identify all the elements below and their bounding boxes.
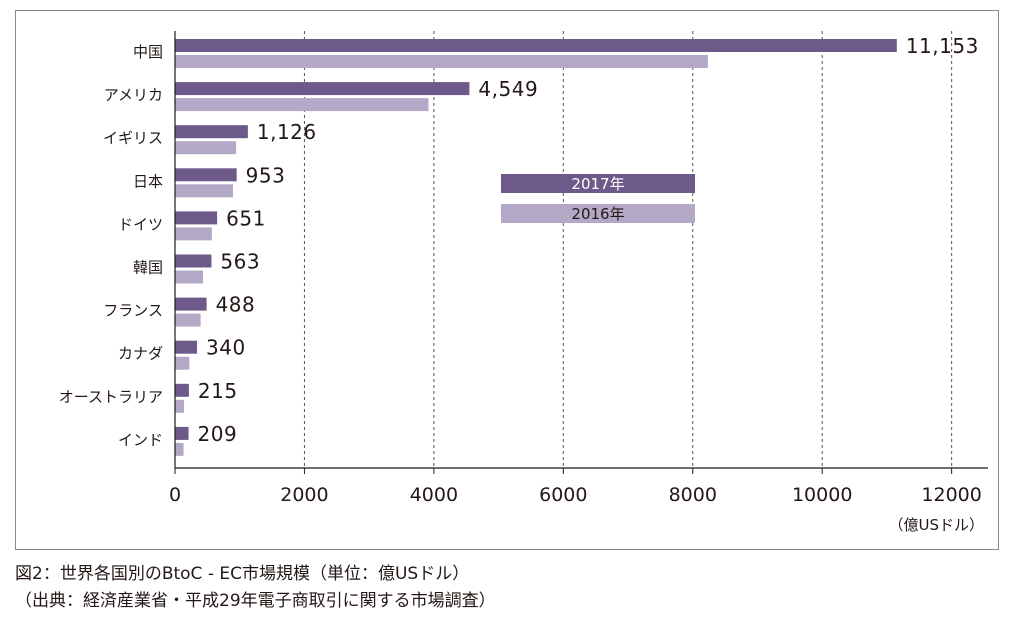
bar-2017[interactable] — [175, 426, 189, 440]
category-label: オーストラリア — [59, 388, 163, 406]
x-axis-unit-label: （億USドル） — [888, 516, 984, 534]
bar-2017[interactable] — [175, 39, 897, 52]
bar-2016[interactable] — [175, 184, 233, 198]
x-tick-label: 4000 — [410, 484, 458, 506]
bar-2017[interactable] — [175, 340, 198, 354]
data-label: 1,126 — [257, 120, 317, 144]
data-label: 563 — [220, 250, 260, 274]
data-label: 209 — [198, 422, 238, 446]
category-label: インド — [118, 431, 163, 449]
category-label: 中国 — [133, 43, 163, 61]
bar-2016[interactable] — [175, 98, 429, 112]
bar-2016[interactable] — [175, 55, 708, 68]
bar-2016[interactable] — [175, 227, 212, 241]
data-label: 4,549 — [478, 77, 538, 101]
bar-2017[interactable] — [175, 383, 189, 397]
category-label: 韓国 — [133, 259, 163, 277]
x-tick-label: 0 — [169, 484, 181, 506]
legend-swatch-2017 — [501, 174, 695, 193]
x-tick-label: 6000 — [539, 484, 587, 506]
bar-2016[interactable] — [175, 141, 237, 155]
data-label: 953 — [246, 163, 286, 187]
data-label: 651 — [226, 206, 266, 230]
legend-label-2017: 2017年 — [571, 175, 624, 193]
bar-2017[interactable] — [175, 254, 212, 268]
bar-2016[interactable] — [175, 270, 204, 284]
bar-2017[interactable] — [175, 82, 470, 96]
bar-2017[interactable] — [175, 168, 237, 182]
figure-caption: 図2：世界各国別のBtoC - EC市場規模（単位：億USドル） — [15, 564, 470, 584]
category-label: ドイツ — [118, 215, 163, 233]
bar-2016[interactable] — [175, 399, 184, 413]
data-label: 215 — [198, 379, 238, 403]
bar-2016[interactable] — [175, 313, 201, 327]
category-label: カナダ — [118, 345, 163, 363]
bar-2017[interactable] — [175, 211, 218, 225]
category-label: イギリス — [103, 129, 163, 147]
category-label: フランス — [103, 302, 163, 320]
data-label: 340 — [206, 336, 246, 360]
bar-2017[interactable] — [175, 297, 207, 311]
legend-swatch-2016 — [501, 204, 695, 223]
data-label: 488 — [216, 293, 256, 317]
x-tick-label: 12000 — [921, 484, 981, 506]
bar-chart: 11,153 4,549 1,126 953 651 563 488 340 215 209 0 2… — [59, 31, 988, 534]
chart-frame: 11,153 4,549 1,126 953 651 563 488 340 215 209 0 2… — [15, 10, 999, 550]
x-tick-label: 8000 — [669, 484, 717, 506]
bar-2016[interactable] — [175, 442, 184, 456]
category-label: アメリカ — [104, 86, 163, 104]
legend-label-2016: 2016年 — [571, 205, 624, 223]
bar-2017[interactable] — [175, 125, 248, 139]
x-tick-label: 10000 — [792, 484, 852, 506]
category-label: 日本 — [133, 172, 163, 190]
figure-source: （出典：経済産業省・平成29年電子商取引に関する市場調査） — [15, 591, 496, 611]
x-tick-label: 2000 — [280, 484, 328, 506]
bar-2016[interactable] — [175, 356, 190, 370]
data-label: 11,153 — [906, 34, 979, 58]
